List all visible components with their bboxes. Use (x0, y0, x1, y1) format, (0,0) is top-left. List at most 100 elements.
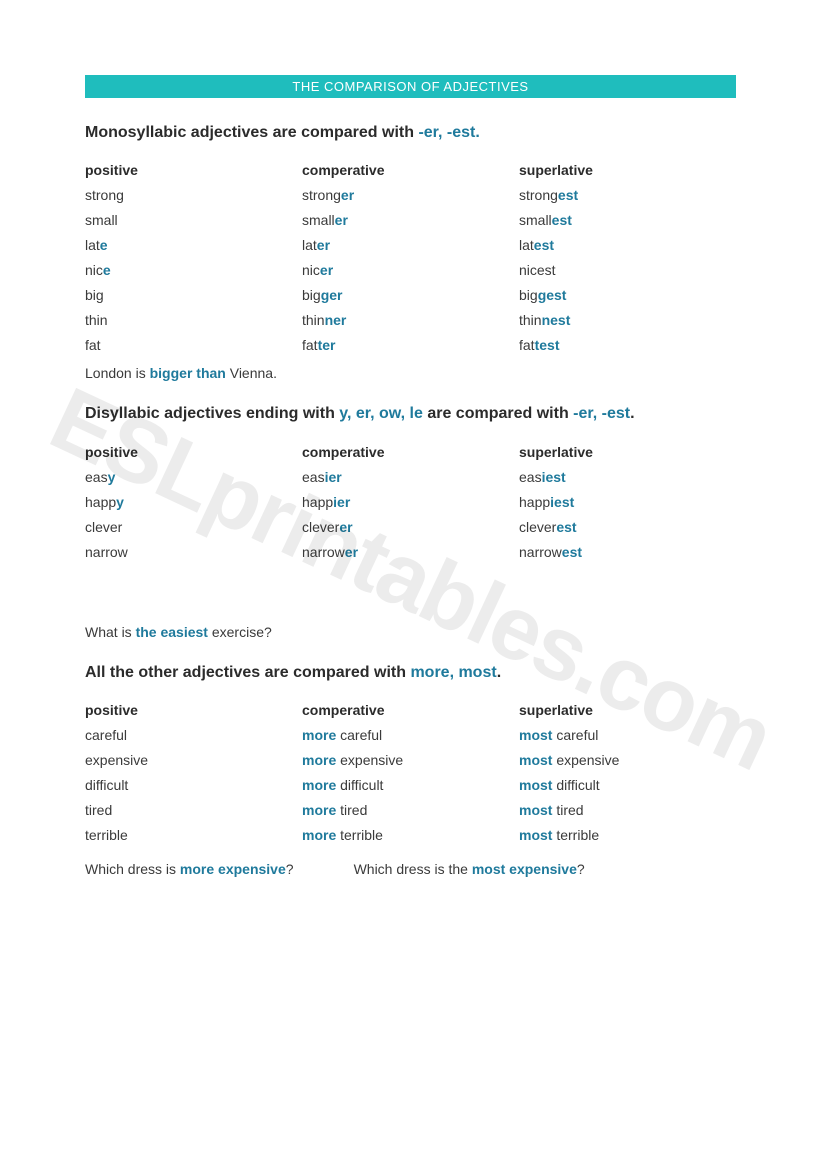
table-row: happyhappierhappiest (85, 494, 736, 510)
table-row: narrownarrowernarrowest (85, 544, 736, 560)
table-cell: happy (85, 494, 302, 510)
table-cell: more tired (302, 802, 519, 818)
cell-text: expensive (85, 752, 148, 768)
cell-text: big (302, 287, 321, 303)
table-cell: strongest (519, 187, 736, 203)
table-cell: nicest (519, 262, 736, 278)
section1-title: Monosyllabic adjectives are compared wit… (85, 122, 736, 144)
table-cell: more expensive (302, 752, 519, 768)
section3-title-hl: more, most (410, 664, 496, 681)
table-cell: happiest (519, 494, 736, 510)
example-pre: What is (85, 624, 136, 640)
header-comparative: comperative (302, 444, 519, 460)
cell-text: narrow (302, 544, 345, 560)
table-cell: fattest (519, 337, 736, 353)
example-post: ? (286, 861, 294, 877)
table-cell: thinner (302, 312, 519, 328)
cell-text: nicest (519, 262, 556, 278)
header-comparative: comperative (302, 162, 519, 178)
section2-title-hl1: y, er, ow, le (339, 405, 423, 422)
header-superlative: superlative (519, 162, 736, 178)
table-cell: narrow (85, 544, 302, 560)
table-row: easyeasiereasiest (85, 469, 736, 485)
section1-title-hl: -er, -est. (418, 124, 479, 141)
table-cell: happier (302, 494, 519, 510)
table-cell: fat (85, 337, 302, 353)
cell-highlight: e (103, 262, 111, 278)
table-cell: more difficult (302, 777, 519, 793)
cell-text: eas (85, 469, 108, 485)
table-cell: most careful (519, 727, 736, 743)
section2-title-hl2: -er, -est (573, 405, 630, 422)
cell-highlight: est (556, 519, 576, 535)
table-cell: strong (85, 187, 302, 203)
cell-text: small (302, 212, 335, 228)
section3-examples: Which dress is more expensive? Which dre… (85, 861, 736, 877)
table-cell: more careful (302, 727, 519, 743)
cell-text: difficult (336, 777, 383, 793)
example-pre: London is (85, 365, 150, 381)
table-cell: stronger (302, 187, 519, 203)
table-cell: nice (85, 262, 302, 278)
header-comparative: comperative (302, 702, 519, 718)
cell-text: careful (336, 727, 382, 743)
table-cell: easy (85, 469, 302, 485)
cell-text: small (85, 212, 118, 228)
cell-highlight: est (562, 544, 582, 560)
header-positive: positive (85, 162, 302, 178)
table-header-row: positive comperative superlative (85, 444, 736, 460)
table-row: bigbiggerbiggest (85, 287, 736, 303)
cell-text: terrible (552, 827, 599, 843)
cell-text: careful (85, 727, 127, 743)
table-cell: narrowest (519, 544, 736, 560)
cell-text: expensive (552, 752, 619, 768)
table-row: smallsmallersmallest (85, 212, 736, 228)
cell-highlight: ier (333, 494, 350, 510)
cell-text: small (519, 212, 552, 228)
cell-text: terrible (85, 827, 128, 843)
table-cell: more terrible (302, 827, 519, 843)
table-cell: smallest (519, 212, 736, 228)
cell-text: difficult (552, 777, 599, 793)
table-cell: easier (302, 469, 519, 485)
header-superlative: superlative (519, 444, 736, 460)
cell-text: happ (85, 494, 116, 510)
table-row: expensive more expensivemost expensive (85, 752, 736, 768)
table-header-row: positive comperative superlative (85, 702, 736, 718)
cell-highlight: er (345, 544, 358, 560)
table-cell: difficult (85, 777, 302, 793)
example-post: exercise? (208, 624, 272, 640)
table-cell: late (85, 237, 302, 253)
cell-text: fat (519, 337, 535, 353)
cell-highlight: most (519, 727, 552, 743)
cell-highlight: more (302, 827, 336, 843)
cell-highlight: e (100, 237, 108, 253)
section2-example: What is the easiest exercise? (85, 624, 736, 640)
table-cell: thinnest (519, 312, 736, 328)
table-cell: big (85, 287, 302, 303)
section2-table: positive comperative superlative easyeas… (85, 444, 736, 560)
table-cell: narrower (302, 544, 519, 560)
cell-text: fat (85, 337, 101, 353)
table-cell: careful (85, 727, 302, 743)
table-row: thinthinnerthinnest (85, 312, 736, 328)
cell-highlight: er (320, 262, 333, 278)
cell-highlight: y (108, 469, 116, 485)
page-banner: THE COMPARISON OF ADJECTIVES (85, 75, 736, 98)
table-cell: most expensive (519, 752, 736, 768)
section2-title: Disyllabic adjectives ending with y, er,… (85, 403, 736, 425)
cell-highlight: more (302, 802, 336, 818)
cell-highlight: er (335, 212, 348, 228)
table-cell: latest (519, 237, 736, 253)
table-row: terriblemore terriblemost terrible (85, 827, 736, 843)
cell-text: clever (302, 519, 339, 535)
cell-text: thin (519, 312, 542, 328)
section3-example2: Which dress is the most expensive? (354, 861, 585, 877)
cell-text: fat (302, 337, 318, 353)
cell-text: happ (519, 494, 550, 510)
cell-text: eas (302, 469, 325, 485)
cell-highlight: er (341, 187, 354, 203)
table-row: difficultmore difficultmost difficult (85, 777, 736, 793)
table-cell: nicer (302, 262, 519, 278)
cell-text: strong (519, 187, 558, 203)
